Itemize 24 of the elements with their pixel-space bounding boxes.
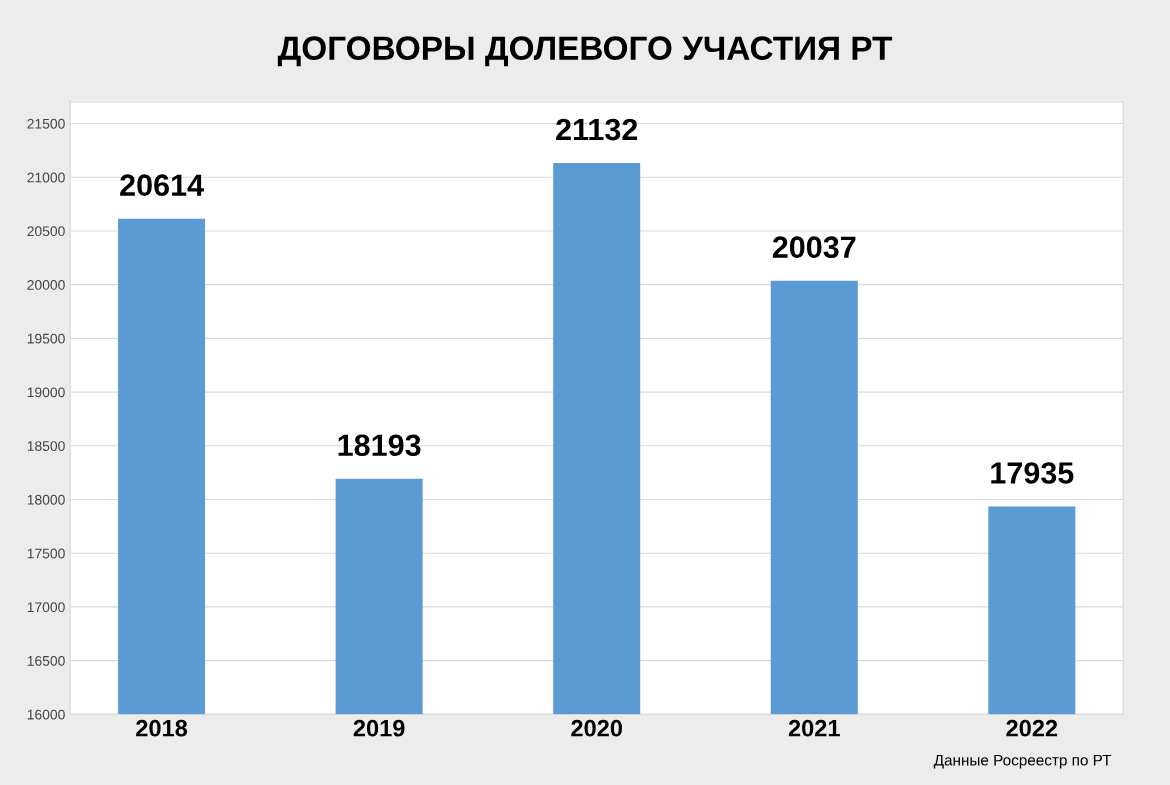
y-tick-label: 21500 (27, 118, 65, 129)
y-tick-label: 19000 (27, 387, 65, 398)
data-label: 17935 (991, 462, 1074, 484)
x-tick-label: 2019 (353, 719, 405, 737)
y-tick-label: 18000 (27, 494, 65, 505)
x-tick-label: 2018 (136, 719, 188, 737)
x-tick-label: 2021 (788, 719, 840, 737)
data-label: 18193 (338, 434, 421, 457)
y-tick-label: 20000 (27, 280, 65, 290)
chart-title: ДОГОВОРЫ ДОЛЕВОГО УЧАСТИЯ РТ (277, 36, 893, 67)
x-tick-label: 2020 (571, 719, 622, 737)
x-tick-label: 2022 (1006, 719, 1058, 737)
y-tick-label: 17500 (27, 548, 65, 559)
data-label: 20614 (120, 174, 204, 196)
y-tick-label: 19500 (27, 333, 65, 344)
y-tick-label: 21000 (27, 172, 65, 183)
y-tick-label: 16000 (27, 709, 65, 720)
data-label: 21132 (556, 118, 638, 141)
y-tick-label: 18500 (27, 441, 65, 451)
data-label: 20037 (772, 236, 856, 259)
y-tick-label: 16500 (27, 655, 65, 666)
y-tick-label: 20500 (27, 226, 65, 237)
text: Данные Росреестр по РТ (933, 754, 1112, 769)
y-tick-label: 17000 (27, 602, 65, 613)
